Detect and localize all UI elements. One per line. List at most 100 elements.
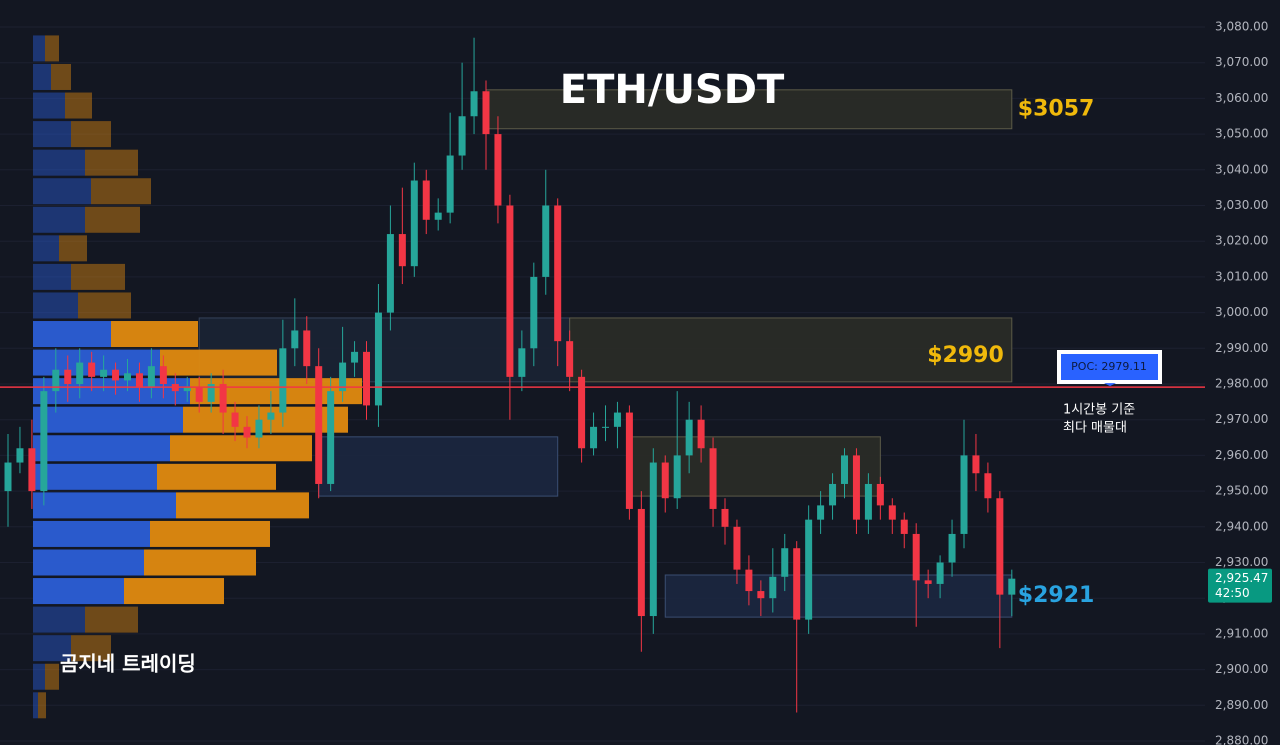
profile-bar-buy: [33, 35, 45, 62]
candle-body: [769, 576, 777, 599]
poc-note: 최다 매물대: [1063, 421, 1127, 436]
candle-body: [649, 462, 657, 617]
candle-body: [4, 462, 12, 492]
poc-label: POC: 2979.11: [1071, 360, 1147, 373]
candle-body: [637, 508, 645, 617]
candle-body: [315, 366, 323, 484]
candle-body: [876, 483, 884, 506]
profile-bar-sell: [65, 92, 92, 119]
profile-bar-sell: [176, 492, 309, 519]
profile-bar-sell: [111, 321, 198, 348]
zone-label: $2921: [1018, 583, 1095, 608]
candle-body: [733, 526, 741, 570]
candle-body: [267, 412, 275, 420]
candle-body: [613, 412, 621, 427]
profile-bar-buy: [33, 263, 71, 290]
profile-bar-buy: [33, 435, 170, 462]
poc-note: 1시간봉 기준: [1063, 403, 1135, 418]
candle-body: [494, 134, 502, 206]
profile-bar-sell: [38, 692, 46, 719]
candle-body: [422, 180, 430, 220]
candle-body: [112, 369, 120, 381]
candle-body: [482, 91, 490, 135]
candle-body: [852, 455, 860, 520]
profile-bar-sell: [59, 235, 87, 262]
y-tick-label: 2,890.00: [1215, 698, 1268, 712]
profile-bar-sell: [170, 435, 312, 462]
price-zone: [318, 436, 559, 497]
profile-bar-sell: [85, 149, 138, 176]
candle-body: [709, 448, 717, 509]
y-tick-label: 2,990.00: [1215, 341, 1268, 355]
candle-body: [16, 448, 24, 463]
profile-bar-sell: [150, 520, 270, 547]
candle-body: [900, 519, 908, 534]
poc-pointer: [1104, 383, 1116, 387]
y-tick-label: 2,970.00: [1215, 412, 1268, 426]
profile-bar-sell: [190, 378, 362, 405]
profile-bar-sell: [71, 635, 111, 662]
profile-bar-sell: [85, 206, 140, 233]
candle-body: [135, 373, 143, 388]
profile-bar-sell: [160, 349, 277, 376]
candle-body: [434, 212, 442, 220]
profile-bar-buy: [33, 321, 111, 348]
price-zone: [664, 574, 1013, 618]
candle-body: [566, 341, 574, 377]
candle-body: [76, 362, 84, 384]
profile-bar-buy: [33, 463, 157, 490]
chart-title: ETH/USDT: [560, 67, 785, 113]
y-tick-label: 2,960.00: [1215, 448, 1268, 462]
candle-body: [279, 348, 287, 413]
candle-body: [147, 366, 155, 388]
candle-body: [625, 412, 633, 509]
candle-body: [864, 483, 872, 520]
profile-bar-buy: [33, 349, 160, 376]
profile-bar-buy: [33, 235, 59, 262]
candle-body: [518, 348, 526, 377]
profile-bar-sell: [71, 263, 125, 290]
candle-body: [685, 419, 693, 456]
y-tick-label: 2,910.00: [1215, 626, 1268, 640]
y-tick-label: 2,900.00: [1215, 662, 1268, 676]
candle-body: [28, 448, 36, 492]
candle-body: [936, 562, 944, 584]
candle-body: [578, 376, 586, 449]
candle-body: [757, 591, 765, 599]
candle-body: [554, 205, 562, 342]
profile-bar-buy: [33, 178, 91, 205]
y-tick-label: 3,060.00: [1215, 91, 1268, 105]
watermark: 곰지네 트레이딩: [60, 652, 196, 676]
candles: [4, 37, 1016, 713]
candle-body: [303, 330, 311, 367]
candle-body: [924, 580, 932, 584]
profile-bar-sell: [144, 549, 256, 576]
y-tick-label: 3,030.00: [1215, 198, 1268, 212]
candle-body: [793, 548, 801, 620]
candle-body: [888, 505, 896, 520]
profile-bar-sell: [71, 121, 111, 148]
candle-body: [721, 508, 729, 527]
candle-body: [697, 419, 705, 449]
candle-body: [207, 384, 215, 402]
candle-body: [661, 462, 669, 499]
y-tick-label: 2,930.00: [1215, 555, 1268, 569]
candle-body: [363, 351, 370, 406]
candle-body: [817, 505, 825, 520]
y-tick-label: 3,010.00: [1215, 269, 1268, 283]
y-tick-label: 3,040.00: [1215, 162, 1268, 176]
candle-body: [386, 234, 394, 313]
candle-body: [470, 91, 478, 117]
poc-box: [1061, 354, 1158, 380]
profile-bar-buy: [33, 520, 150, 547]
candle-body: [410, 180, 418, 267]
profile-bar-buy: [33, 492, 176, 519]
candle-body: [339, 362, 347, 392]
candle-body: [327, 391, 335, 484]
profile-bar-sell: [124, 578, 224, 605]
profile-bar-buy: [33, 292, 78, 319]
profile-bar-sell: [85, 606, 138, 633]
